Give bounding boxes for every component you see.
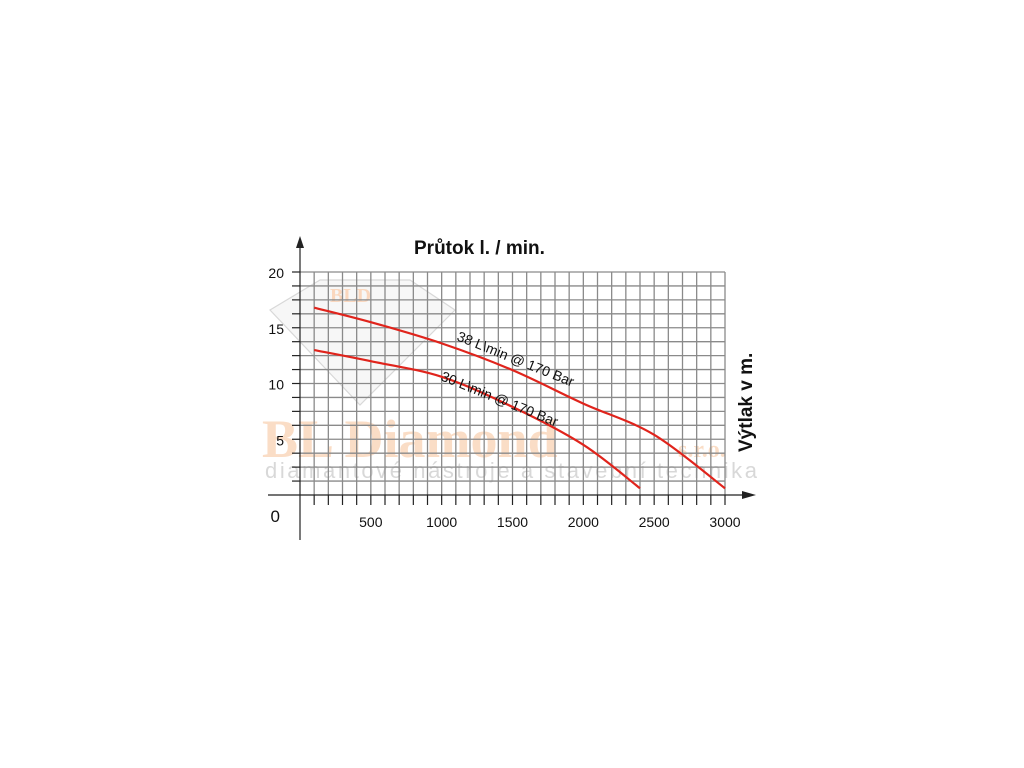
x-axis-arrow xyxy=(742,491,756,499)
y-axis-label: Výtlak v m. xyxy=(736,353,757,452)
x-tick-label: 3000 xyxy=(709,514,740,530)
series-line xyxy=(313,306,726,490)
y-tick-label: 0 xyxy=(271,507,280,526)
y-tick-label: 5 xyxy=(276,432,284,448)
x-tick-label: 500 xyxy=(359,514,383,530)
x-tick-label: 2000 xyxy=(568,514,599,530)
y-tick-label: 15 xyxy=(268,321,284,337)
axes: 500 1000 1500 2000 2500 3000 0 5 10 15 20 xyxy=(268,236,756,540)
watermark-logo: BLD xyxy=(330,285,371,307)
y-tick-label: 20 xyxy=(268,265,284,281)
x-tick-label: 1500 xyxy=(497,514,528,530)
x-tick-label: 1000 xyxy=(426,514,457,530)
y-tick-label: 10 xyxy=(268,377,284,393)
grid xyxy=(300,271,726,495)
watermark-tagline: diamantové nástroje a stavební technika xyxy=(265,458,758,483)
series-line xyxy=(313,348,641,490)
x-tick-label: 2500 xyxy=(639,514,670,530)
y-axis-arrow xyxy=(296,236,304,248)
diamond-logo xyxy=(269,279,456,406)
chart-title: Průtok l. / min. xyxy=(414,238,545,259)
